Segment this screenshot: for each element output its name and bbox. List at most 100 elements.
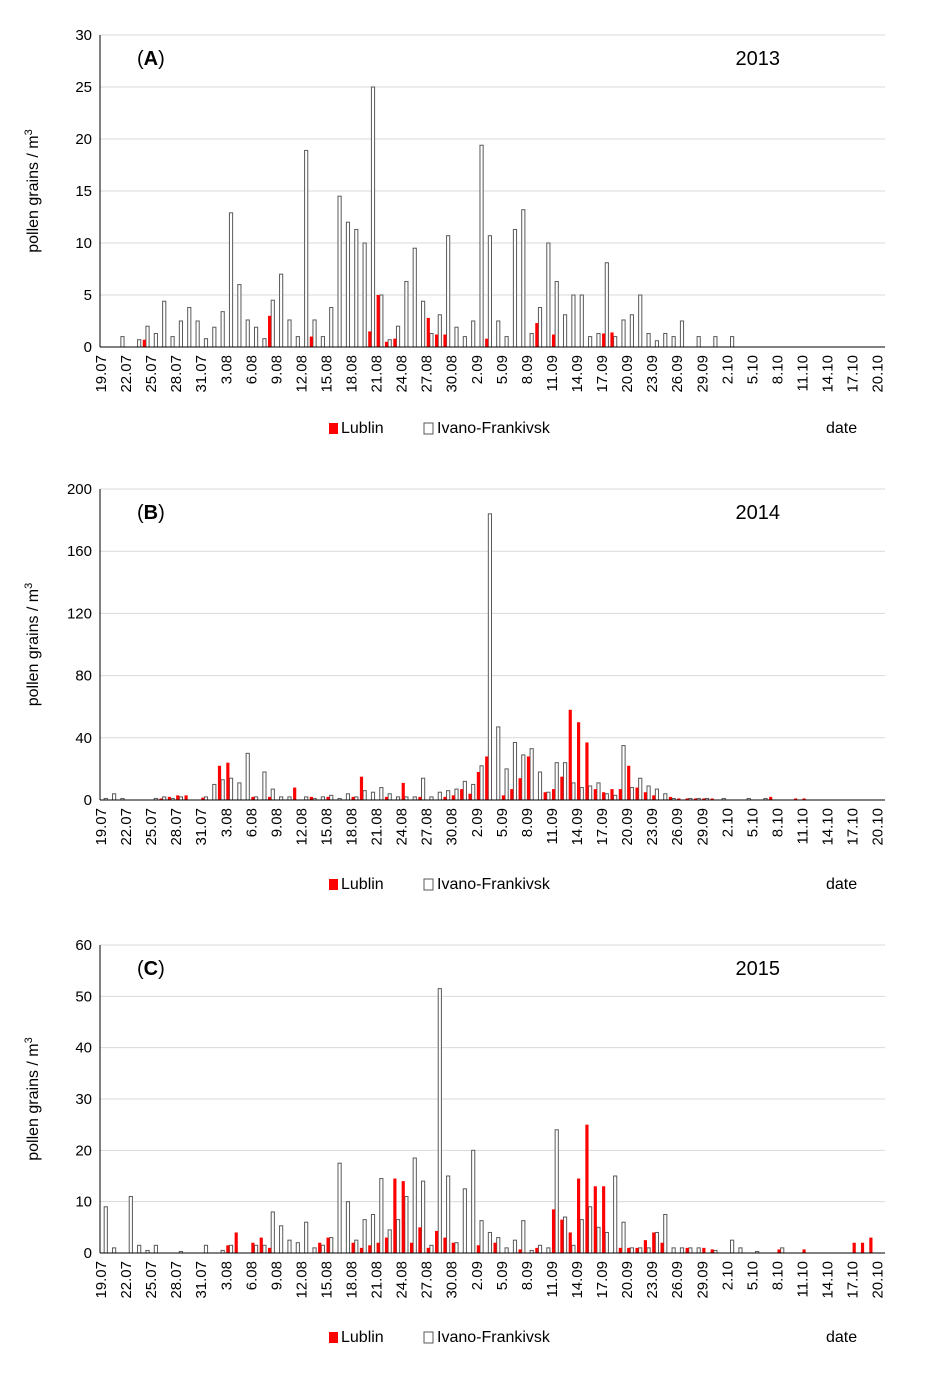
ivano-bar xyxy=(579,1219,584,1254)
x-tick-label: 3.08 xyxy=(218,355,235,384)
x-axis-label: date xyxy=(826,876,857,893)
lublin-bar xyxy=(543,792,547,800)
ivano-bar xyxy=(446,235,451,348)
x-tick-label: 30.08 xyxy=(444,355,461,393)
legend-swatch-lublin xyxy=(329,1332,338,1343)
ivano-bar xyxy=(521,754,526,801)
lublin-bar xyxy=(677,798,681,800)
ivano-bar xyxy=(604,262,609,348)
panel-label: (C) xyxy=(137,958,165,980)
ivano-bar xyxy=(613,1175,618,1254)
x-tick-label: 14.09 xyxy=(569,355,586,393)
x-tick-label: 11.09 xyxy=(544,808,561,844)
x-tick-label: 3.08 xyxy=(218,1261,235,1290)
ivano-bar xyxy=(162,300,167,348)
ivano-bar xyxy=(329,794,334,801)
x-tick-label: 6.08 xyxy=(243,1261,260,1290)
x-tick-label: 11.09 xyxy=(544,355,561,391)
legend-swatch-lublin xyxy=(329,423,338,434)
ivano-bar xyxy=(496,320,501,348)
ivano-bar xyxy=(287,319,292,348)
x-tick-label: 5.10 xyxy=(744,1261,761,1290)
x-tick-label: 26.09 xyxy=(669,808,686,846)
ivano-bar xyxy=(462,780,467,801)
lublin-bar xyxy=(226,762,230,800)
ivano-bar xyxy=(370,1214,376,1254)
ivano-bar xyxy=(671,1247,676,1254)
x-tick-label: 28.07 xyxy=(168,1261,185,1299)
ivano-bar xyxy=(487,1231,492,1254)
lublin-bar xyxy=(585,742,589,800)
ivano-bar xyxy=(738,1247,743,1254)
x-tick-label: 14.10 xyxy=(820,808,837,846)
lublin-bar xyxy=(643,1240,647,1253)
lublin-bar xyxy=(259,1237,263,1253)
x-tick-label: 5.10 xyxy=(744,355,761,384)
ivano-bar xyxy=(279,1225,284,1254)
y-tick-label: 40 xyxy=(75,730,92,747)
x-tick-label: 17.10 xyxy=(845,808,862,846)
ivano-bar xyxy=(153,332,158,348)
ivano-bar xyxy=(487,513,492,801)
lublin-bar xyxy=(468,793,472,800)
x-tick-label: 8.10 xyxy=(769,355,786,384)
lublin-bar xyxy=(167,796,171,800)
x-tick-label: 24.08 xyxy=(394,808,411,846)
ivano-bar xyxy=(537,1244,543,1254)
ivano-bar xyxy=(638,1247,643,1254)
ivano-bar xyxy=(262,338,267,348)
x-tick-label: 12.08 xyxy=(293,355,310,393)
x-tick-label: 11.10 xyxy=(794,1261,811,1297)
ivano-bar xyxy=(220,779,225,801)
ivano-bar xyxy=(412,1157,417,1254)
ivano-bar xyxy=(370,791,376,801)
lublin-bar xyxy=(268,796,272,800)
ivano-bar xyxy=(462,1188,467,1254)
x-tick-label: 20.09 xyxy=(619,1261,636,1299)
x-tick-label: 28.07 xyxy=(168,355,185,393)
ivano-bar xyxy=(621,745,626,801)
x-tick-label: 9.08 xyxy=(268,1261,285,1290)
x-tick-label: 17.09 xyxy=(594,1261,611,1299)
x-tick-label: 24.08 xyxy=(394,1261,411,1299)
x-tick-label: 2.10 xyxy=(719,1261,736,1290)
y-tick-label: 25 xyxy=(75,79,92,96)
lublin-bar xyxy=(409,1242,414,1253)
ivano-bar xyxy=(671,336,676,348)
ivano-bar xyxy=(362,242,367,348)
ivano-bar xyxy=(596,1226,601,1254)
ivano-bar xyxy=(562,1216,568,1254)
ivano-bar xyxy=(571,782,576,801)
lublin-bar xyxy=(309,336,313,347)
ivano-bar xyxy=(621,319,626,348)
x-tick-label: 30.08 xyxy=(444,1261,461,1299)
x-tick-label: 25.07 xyxy=(143,355,160,393)
y-tick-label: 50 xyxy=(75,988,92,1005)
ivano-bar xyxy=(137,1244,142,1254)
legend-label-ivano: Ivano-Frankivsk xyxy=(437,420,551,437)
ivano-bar xyxy=(345,793,351,801)
y-tick-label: 160 xyxy=(67,543,92,560)
ivano-bar xyxy=(579,787,584,801)
ivano-bar xyxy=(112,1247,117,1254)
x-tick-label: 18.08 xyxy=(344,355,361,393)
ivano-bar xyxy=(437,791,442,801)
ivano-bar xyxy=(471,783,476,801)
lublin-bar xyxy=(451,795,455,800)
lublin-bar xyxy=(443,1237,447,1253)
ivano-bar xyxy=(546,1247,551,1254)
legend: Lublin Ivano-Frankivsk xyxy=(329,876,551,893)
y-tick-label: 30 xyxy=(75,1091,92,1108)
y-axis-label-superscript: 3 xyxy=(23,1037,35,1043)
ivano-bar xyxy=(571,294,576,348)
ivano-bar xyxy=(345,1201,351,1254)
lublin-bar xyxy=(802,798,806,800)
x-tick-label: 8.09 xyxy=(519,1261,536,1290)
panel-label-open: ( xyxy=(137,958,144,980)
ivano-bar xyxy=(579,294,584,348)
ivano-bar xyxy=(730,336,735,348)
x-tick-label: 11.10 xyxy=(794,355,811,391)
ivano-bar xyxy=(329,1237,334,1254)
ivano-bar xyxy=(395,325,401,348)
lublin-bar xyxy=(560,776,564,800)
